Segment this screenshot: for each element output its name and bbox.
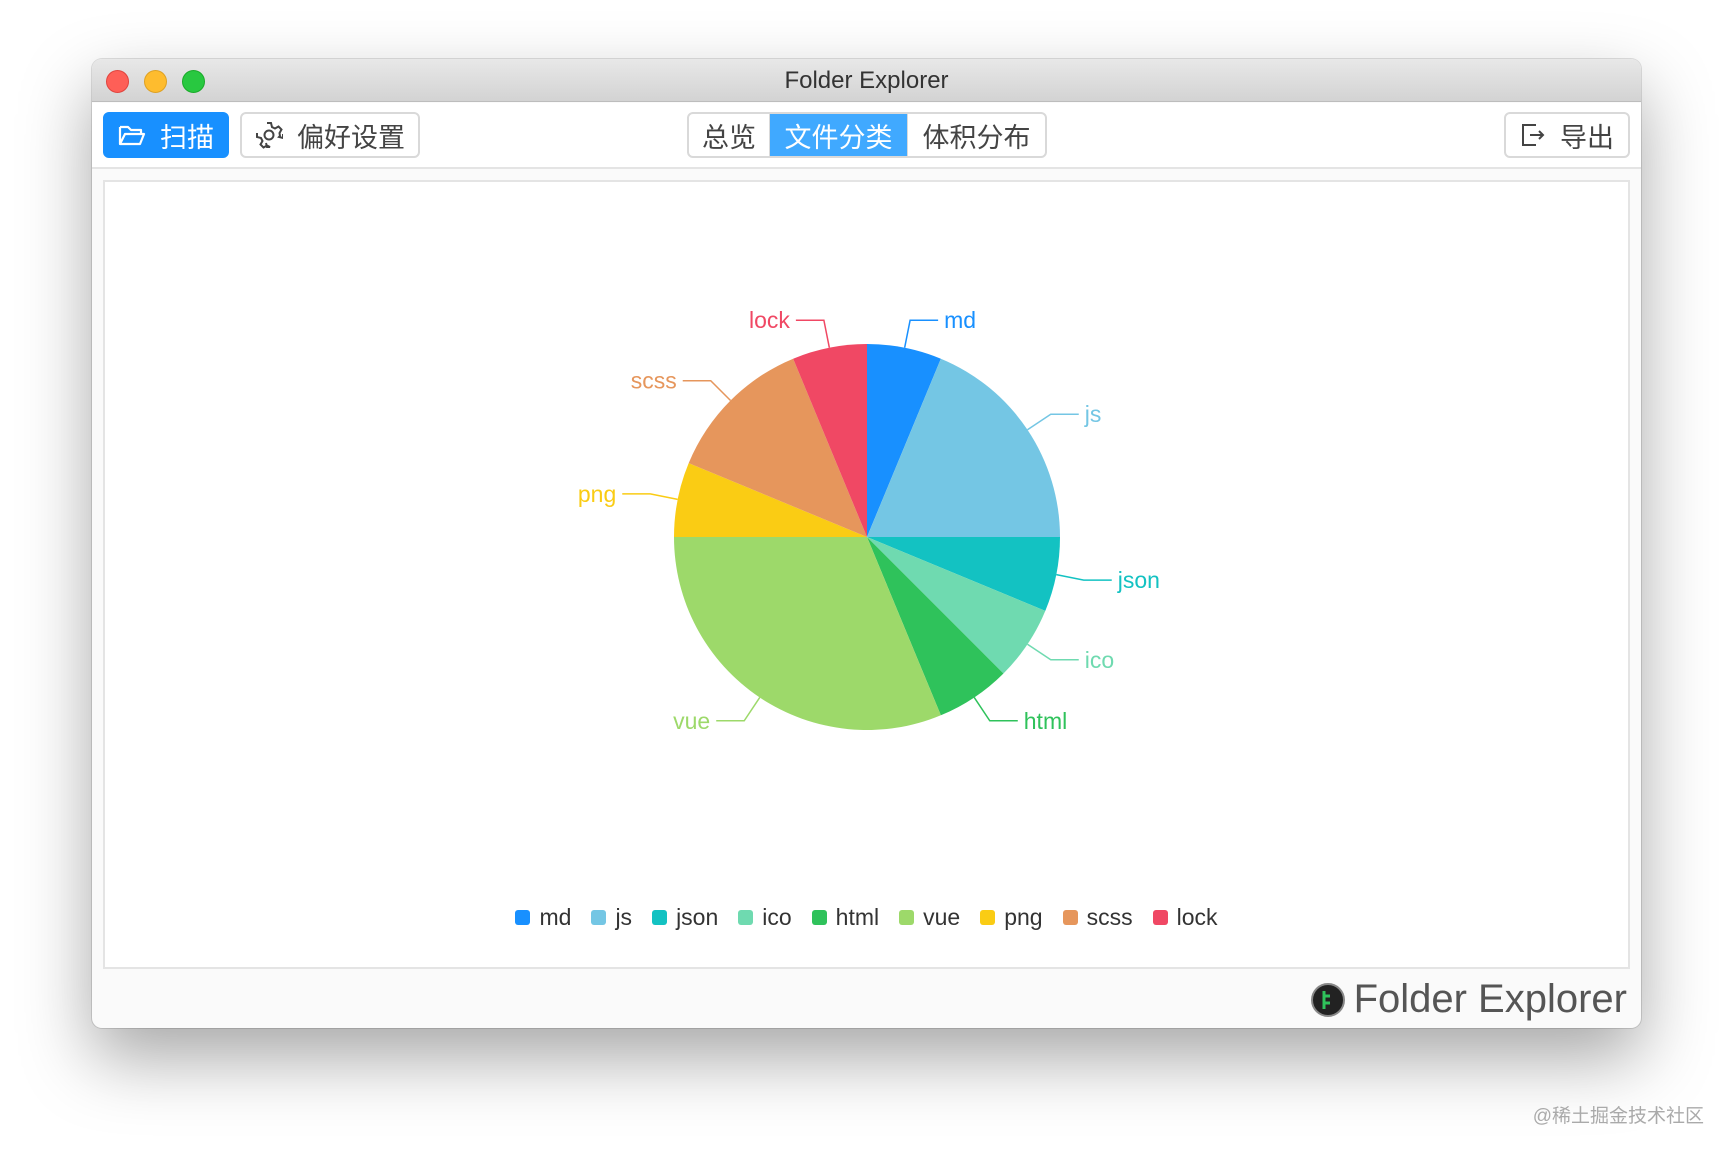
chart-panel: md js json ico html vue png scss lock md js json ic… (103, 180, 1630, 969)
label-line-vue (716, 697, 761, 722)
pie-chart: md js json ico html vue png scss lock (578, 307, 1160, 734)
pie-slice-scss[interactable] (688, 358, 867, 537)
legend-item-vue[interactable]: vue (899, 904, 960, 931)
legend-item-lock[interactable]: lock (1152, 904, 1218, 931)
legend-item-scss[interactable]: scss (1062, 904, 1133, 931)
legend-label: scss (1086, 904, 1133, 930)
slice-label-vue: vue (673, 708, 710, 734)
label-line-json (1056, 573, 1112, 581)
slice-label-scss: scss (631, 368, 677, 394)
title-bar: Folder Explorer (92, 59, 1641, 102)
legend-item-js[interactable]: js (591, 904, 632, 931)
legend-swatch (980, 910, 996, 925)
footer-brand-text: Folder Explorer (1353, 977, 1627, 1021)
tab-overview[interactable]: 总览 (689, 114, 770, 156)
legend-label: png (1004, 904, 1043, 930)
legend-swatch (652, 910, 668, 925)
label-line-md (903, 319, 939, 348)
gear-icon (256, 122, 283, 149)
slice-label-html: html (1024, 708, 1067, 734)
legend-label: html (835, 904, 880, 930)
chart-legend: md js json ico html vue png scss lock (105, 904, 1628, 931)
slice-label-lock: lock (749, 307, 790, 333)
slice-label-ico: ico (1085, 647, 1114, 673)
slice-label-json: json (1117, 567, 1160, 593)
pie-slice-png[interactable] (674, 463, 867, 537)
app-logo-icon (1310, 982, 1345, 1017)
legend-swatch (811, 910, 827, 925)
legend-label: vue (923, 904, 961, 930)
legend-label: lock (1176, 904, 1218, 930)
legend-item-html[interactable]: html (811, 904, 880, 931)
legend-swatch (738, 910, 754, 925)
legend-label: ico (762, 904, 792, 930)
label-line-lock (795, 319, 831, 348)
export-icon (1522, 124, 1545, 146)
watermark: @稀土掘金技术社区 (1532, 1106, 1704, 1127)
legend-label: md (539, 904, 572, 930)
legend-swatch (515, 910, 531, 925)
toolbar: 扫描 偏好设置 总览 文件分类 体积分布 导出 (92, 103, 1641, 169)
label-line-scss (682, 379, 732, 402)
pie-slice-vue[interactable] (674, 537, 941, 730)
legend-item-ico[interactable]: ico (738, 904, 792, 931)
pie-slice-md[interactable] (867, 344, 941, 537)
preferences-label: 偏好设置 (297, 122, 405, 153)
pie-slice-html[interactable] (867, 537, 1004, 716)
scan-label: 扫描 (160, 122, 214, 153)
window-title: Folder Explorer (784, 67, 949, 94)
close-button[interactable] (106, 70, 129, 93)
legend-swatch (591, 910, 607, 925)
legend-label: js (615, 904, 633, 930)
tab-file-types[interactable]: 文件分类 (770, 114, 908, 156)
legend-item-md[interactable]: md (515, 904, 571, 931)
legend-item-json[interactable]: json (652, 904, 718, 931)
label-line-html (973, 697, 1018, 722)
export-button[interactable]: 导出 (1504, 112, 1630, 158)
label-line-png (622, 493, 678, 501)
footer-brand: Folder Explorer (1310, 977, 1627, 1022)
pie-slice-ico[interactable] (867, 537, 1046, 674)
folder-open-icon (118, 125, 146, 146)
scan-button[interactable]: 扫描 (103, 112, 229, 158)
pie-slice-lock[interactable] (793, 344, 867, 537)
legend-swatch (1152, 910, 1168, 925)
legend-swatch (1062, 910, 1078, 925)
legend-label: json (676, 904, 719, 930)
slice-label-md: md (944, 307, 976, 333)
preferences-button[interactable]: 偏好设置 (240, 112, 420, 158)
legend-swatch (899, 910, 915, 925)
slice-label-png: png (578, 481, 616, 507)
app-window: Folder Explorer 扫描 偏好设置 总览 文件分类 体积分布 导出 … (92, 59, 1641, 1028)
tab-size-distribution[interactable]: 体积分布 (922, 122, 1031, 153)
minimize-button[interactable] (144, 70, 167, 93)
legend-item-png[interactable]: png (980, 904, 1043, 931)
slice-label-js: js (1084, 401, 1102, 427)
maximize-button[interactable] (182, 70, 205, 93)
export-label: 导出 (1560, 122, 1614, 153)
label-line-js (1027, 413, 1079, 431)
pie-slice-js[interactable] (867, 358, 1060, 537)
view-tabs: 总览 文件分类 体积分布 (687, 112, 1047, 158)
label-line-ico (1027, 643, 1079, 661)
pie-slice-json[interactable] (867, 537, 1060, 611)
